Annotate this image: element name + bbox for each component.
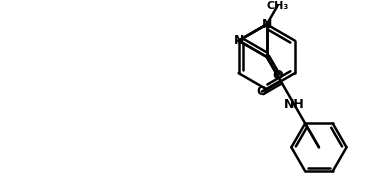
Text: O: O xyxy=(272,69,283,82)
Text: O: O xyxy=(256,85,267,98)
Text: CH₃: CH₃ xyxy=(266,1,289,11)
Text: NH: NH xyxy=(284,98,305,111)
Text: N: N xyxy=(233,34,244,47)
Text: N: N xyxy=(262,18,272,31)
